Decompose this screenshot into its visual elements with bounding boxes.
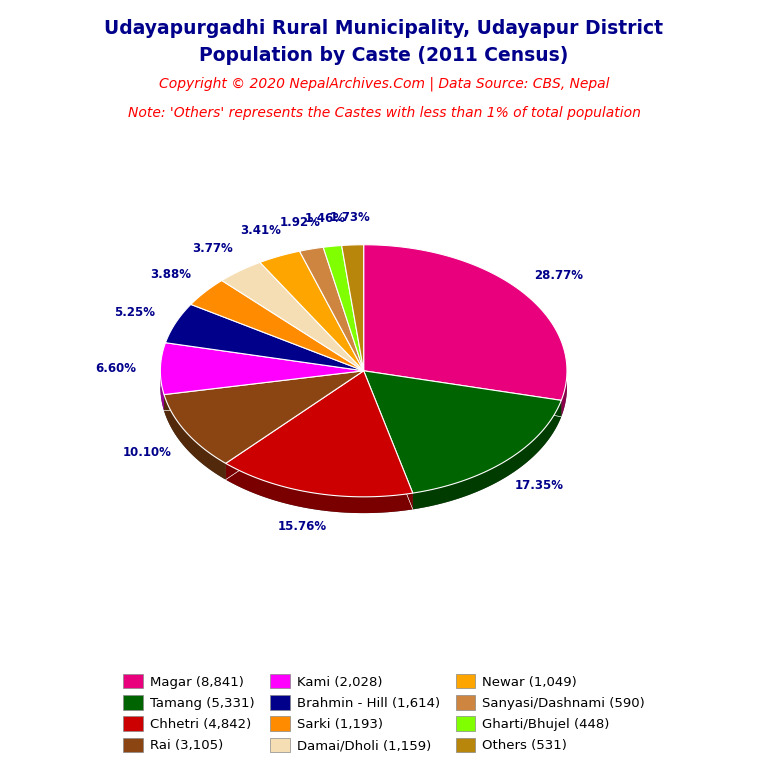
Text: 10.10%: 10.10% xyxy=(122,445,171,458)
Polygon shape xyxy=(323,246,364,371)
Polygon shape xyxy=(222,263,364,371)
Text: 1.73%: 1.73% xyxy=(329,210,371,223)
Text: Udayapurgadhi Rural Municipality, Udayapur District: Udayapurgadhi Rural Municipality, Udayap… xyxy=(104,19,664,38)
Polygon shape xyxy=(364,245,567,400)
Polygon shape xyxy=(165,304,364,371)
Legend: Magar (8,841), Tamang (5,331), Chhetri (4,842), Rai (3,105), Kami (2,028), Brahm: Magar (8,841), Tamang (5,331), Chhetri (… xyxy=(118,669,650,757)
Text: Note: 'Others' represents the Castes with less than 1% of total population: Note: 'Others' represents the Castes wit… xyxy=(127,106,641,120)
Polygon shape xyxy=(300,247,364,371)
Text: 3.88%: 3.88% xyxy=(150,268,190,281)
Text: 1.92%: 1.92% xyxy=(280,216,320,229)
Polygon shape xyxy=(164,371,364,463)
Text: 6.60%: 6.60% xyxy=(95,362,136,375)
Text: 3.41%: 3.41% xyxy=(240,224,281,237)
Text: 3.77%: 3.77% xyxy=(193,242,233,255)
Text: 1.46%: 1.46% xyxy=(305,212,346,225)
Polygon shape xyxy=(164,395,226,480)
Polygon shape xyxy=(364,371,561,493)
Polygon shape xyxy=(412,400,561,509)
Polygon shape xyxy=(161,387,567,513)
Text: 17.35%: 17.35% xyxy=(515,479,564,492)
Polygon shape xyxy=(161,343,364,395)
Polygon shape xyxy=(561,371,567,416)
Text: 15.76%: 15.76% xyxy=(277,520,326,533)
Polygon shape xyxy=(260,251,364,371)
Text: 28.77%: 28.77% xyxy=(534,269,583,282)
Text: Copyright © 2020 NepalArchives.Com | Data Source: CBS, Nepal: Copyright © 2020 NepalArchives.Com | Dat… xyxy=(159,77,609,91)
Polygon shape xyxy=(226,371,412,497)
Polygon shape xyxy=(342,245,364,371)
Text: Population by Caste (2011 Census): Population by Caste (2011 Census) xyxy=(200,46,568,65)
Text: 5.25%: 5.25% xyxy=(114,306,154,319)
Polygon shape xyxy=(226,463,412,513)
Polygon shape xyxy=(161,371,164,411)
Polygon shape xyxy=(191,280,364,371)
